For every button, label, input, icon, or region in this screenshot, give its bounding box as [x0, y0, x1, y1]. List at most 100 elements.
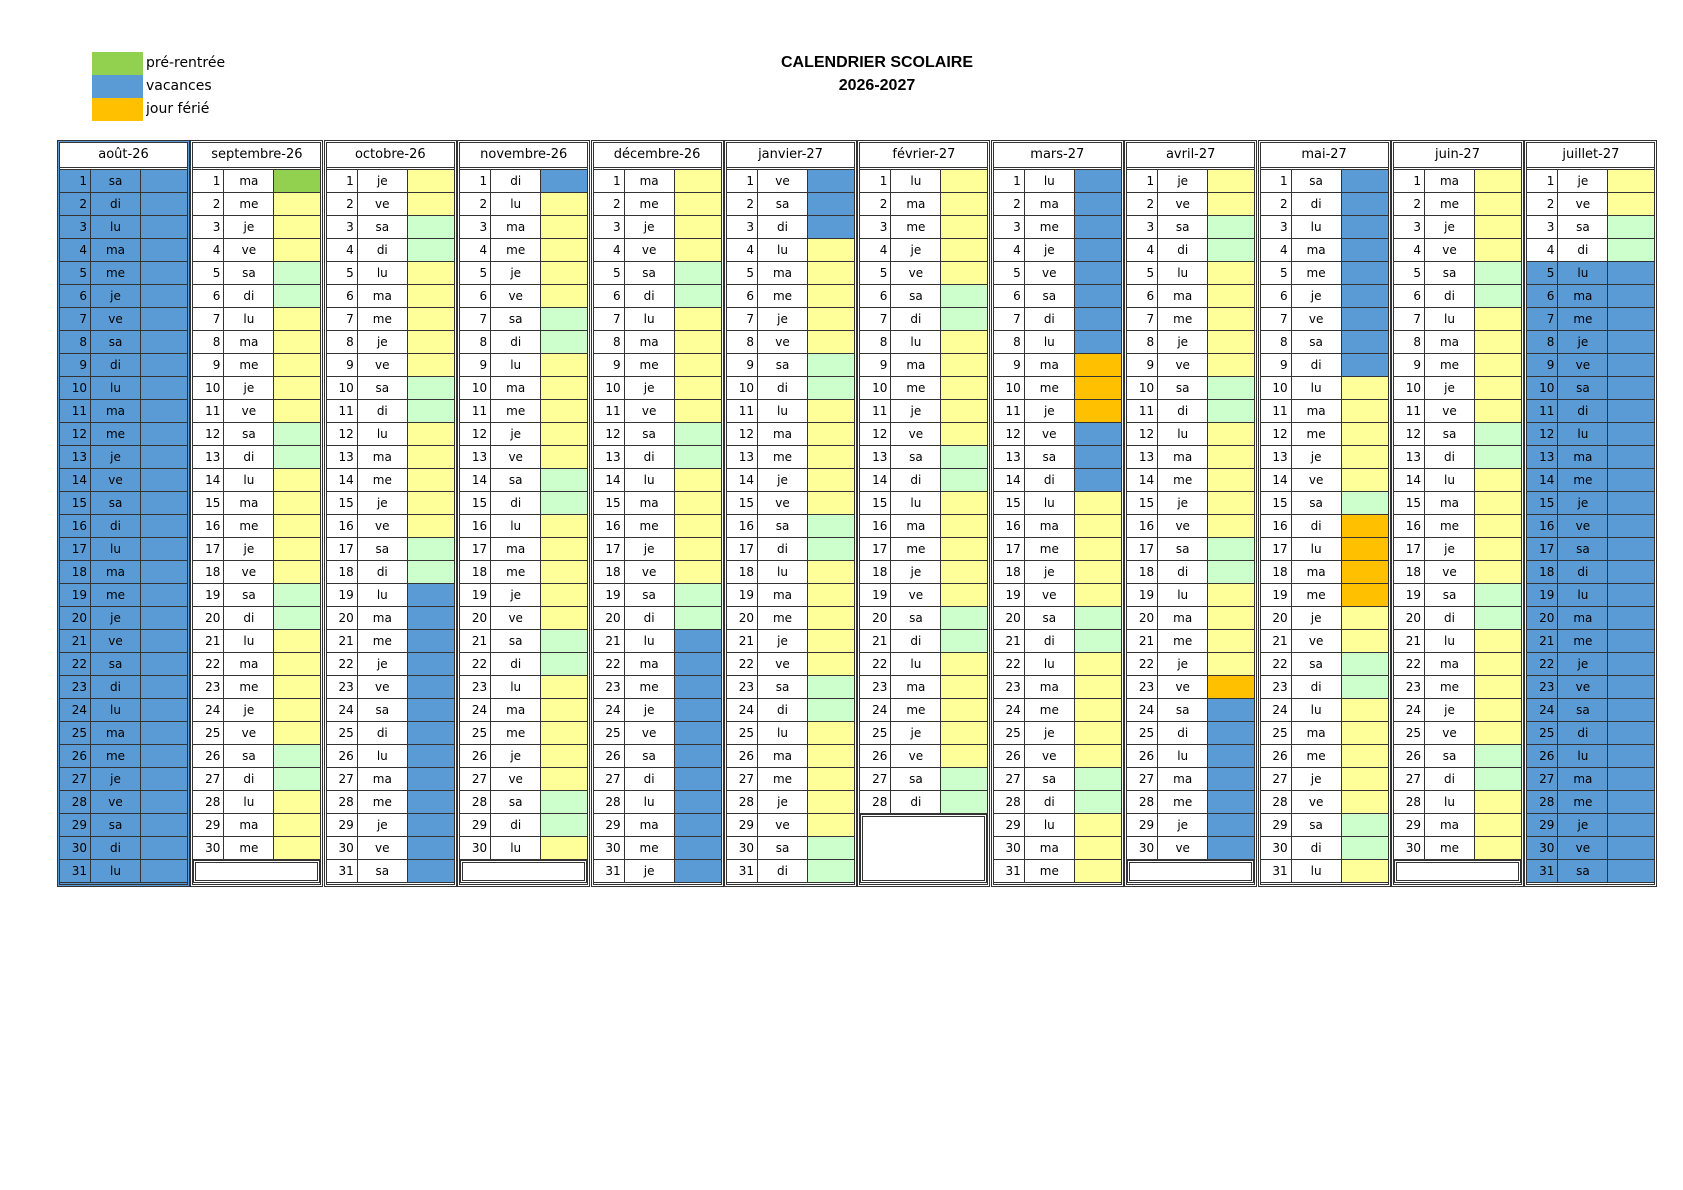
weekday: sa — [758, 676, 808, 698]
day-row: 10 lu — [1260, 377, 1388, 400]
day-row: 6 di — [193, 285, 321, 308]
day-row: 20 ma — [1527, 607, 1655, 630]
day-row: 4 me — [460, 239, 588, 262]
day-number: 12 — [460, 423, 492, 445]
weekday: je — [1158, 653, 1209, 675]
day-number: 27 — [594, 768, 625, 790]
day-row: 18 ve — [1394, 561, 1521, 584]
day-status-cell — [1341, 538, 1388, 560]
day-number: 1 — [460, 170, 492, 192]
day-number: 16 — [60, 515, 91, 537]
day-status-cell — [141, 377, 187, 399]
weekday: ma — [491, 699, 542, 721]
weekday: lu — [1025, 331, 1075, 353]
day-number: 15 — [860, 492, 892, 514]
day-row: 7 di — [860, 308, 988, 331]
day-row: 15 lu — [860, 492, 988, 515]
day-number: 23 — [327, 676, 358, 698]
weekday: me — [625, 515, 675, 537]
weekday: je — [1158, 331, 1209, 353]
month-header: janvier-27 — [727, 143, 854, 170]
day-number: 3 — [1261, 216, 1292, 238]
weekday: lu — [625, 791, 675, 813]
day-status-cell — [407, 423, 454, 445]
weekday: lu — [91, 699, 141, 721]
weekday: di — [358, 561, 408, 583]
weekday: di — [758, 377, 808, 399]
day-number: 1 — [1394, 170, 1425, 192]
day-number: 16 — [327, 515, 358, 537]
weekday: me — [1025, 538, 1075, 560]
day-number: 24 — [860, 699, 892, 721]
day-row: 2 me — [1394, 193, 1521, 216]
weekday: di — [625, 446, 675, 468]
day-number: 23 — [994, 676, 1025, 698]
day-number: 30 — [594, 837, 625, 859]
day-number: 30 — [327, 837, 358, 859]
weekday: je — [1025, 561, 1075, 583]
day-row: 11 je — [860, 400, 988, 423]
weekday: lu — [1425, 791, 1475, 813]
weekday: ve — [224, 400, 275, 422]
day-row: 11 ma — [1260, 400, 1388, 423]
day-status-cell — [274, 814, 321, 836]
weekday: di — [224, 768, 275, 790]
weekday: je — [891, 561, 942, 583]
day-row: 22 ve — [727, 653, 854, 676]
day-number: 16 — [860, 515, 892, 537]
weekday: me — [1158, 630, 1209, 652]
day-number: 2 — [727, 193, 758, 215]
day-status-cell — [674, 170, 721, 192]
day-row: 30 ve — [1527, 837, 1655, 860]
day-number: 19 — [1261, 584, 1292, 606]
day-row: 27 me — [727, 768, 854, 791]
day-row: 1 sa — [60, 170, 187, 193]
day-status-cell — [1608, 860, 1655, 882]
day-row: 19 ma — [727, 584, 854, 607]
day-row: 18 je — [993, 561, 1121, 584]
day-row: 13 ma — [1527, 446, 1655, 469]
day-row: 25 me — [460, 722, 588, 745]
day-row: 21 me — [326, 630, 454, 653]
weekday: ma — [358, 607, 408, 629]
day-status-cell — [274, 239, 321, 261]
weekday: ve — [491, 285, 542, 307]
day-number: 2 — [460, 193, 492, 215]
day-row: 23 ma — [860, 676, 988, 699]
weekday: ve — [91, 308, 141, 330]
weekday: ma — [1292, 722, 1342, 744]
day-status-cell — [1608, 285, 1655, 307]
day-number: 6 — [594, 285, 625, 307]
day-row: 17 ma — [460, 538, 588, 561]
weekday: me — [1158, 308, 1209, 330]
day-status-cell — [1608, 676, 1655, 698]
day-status-cell — [808, 561, 854, 583]
day-row: 23 me — [1394, 676, 1521, 699]
day-row: 25 di — [1527, 722, 1655, 745]
day-status-cell — [1608, 653, 1655, 675]
day-number: 13 — [193, 446, 225, 468]
day-number: 4 — [1394, 239, 1425, 261]
day-number: 27 — [60, 768, 91, 790]
day-number: 1 — [727, 170, 758, 192]
day-row: 21 di — [993, 630, 1121, 653]
weekday: je — [1158, 170, 1209, 192]
day-row: 28 ve — [60, 791, 187, 814]
weekday: lu — [1025, 492, 1075, 514]
day-row: 25 ve — [193, 722, 321, 745]
day-status-cell — [1341, 814, 1388, 836]
day-row: 24 sa — [1527, 699, 1655, 722]
day-status-cell — [407, 354, 454, 376]
day-row: 20 di — [593, 607, 721, 630]
day-status-cell — [141, 446, 187, 468]
day-status-cell — [1475, 469, 1521, 491]
day-status-cell — [1608, 607, 1655, 629]
day-number: 3 — [60, 216, 91, 238]
weekday: ma — [491, 216, 542, 238]
day-status-cell — [274, 331, 321, 353]
month-header: août-26 — [60, 143, 187, 170]
day-status-cell — [141, 239, 187, 261]
day-number: 18 — [193, 561, 225, 583]
weekday: me — [358, 308, 408, 330]
day-row: 21 lu — [1394, 630, 1521, 653]
